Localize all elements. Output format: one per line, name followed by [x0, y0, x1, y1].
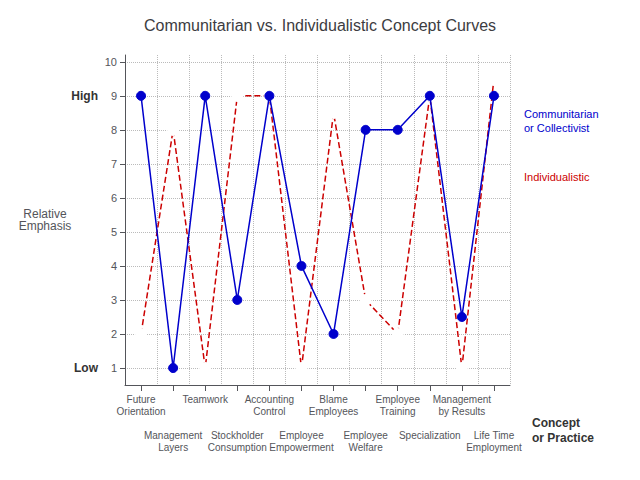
svg-text:Management: Management — [144, 430, 203, 441]
svg-text:Stockholder: Stockholder — [211, 430, 264, 441]
svg-text:High: High — [71, 89, 98, 103]
svg-text:Teamwork: Teamwork — [182, 394, 229, 405]
svg-text:Layers: Layers — [158, 442, 188, 453]
svg-text:Blame: Blame — [319, 394, 348, 405]
svg-text:Individualistic: Individualistic — [524, 171, 590, 183]
svg-text:2: 2 — [111, 328, 117, 340]
svg-text:Welfare: Welfare — [348, 442, 383, 453]
svg-text:7: 7 — [111, 158, 117, 170]
svg-text:or Collectivist: or Collectivist — [524, 122, 589, 134]
svg-text:Accounting: Accounting — [245, 394, 294, 405]
svg-text:3: 3 — [111, 294, 117, 306]
svg-text:4: 4 — [111, 260, 117, 272]
svg-text:Communitarian vs. Individualis: Communitarian vs. Individualistic Concep… — [144, 17, 496, 34]
svg-text:Management: Management — [433, 394, 492, 405]
svg-text:Orientation: Orientation — [117, 406, 166, 417]
svg-text:9: 9 — [111, 90, 117, 102]
svg-text:Communitarian: Communitarian — [524, 108, 599, 120]
svg-text:Employment: Employment — [466, 442, 522, 453]
svg-text:5: 5 — [111, 226, 117, 238]
svg-text:10: 10 — [105, 56, 117, 68]
svg-text:Employee: Employee — [279, 430, 324, 441]
svg-text:Low: Low — [74, 361, 99, 375]
svg-text:Empowerment: Empowerment — [269, 442, 334, 453]
svg-text:Emphasis: Emphasis — [19, 219, 72, 233]
svg-text:Employees: Employees — [309, 406, 358, 417]
svg-text:by Results: by Results — [439, 406, 486, 417]
svg-text:Future: Future — [127, 394, 156, 405]
svg-text:Concept: Concept — [532, 416, 580, 430]
svg-text:Control: Control — [253, 406, 285, 417]
svg-text:8: 8 — [111, 124, 117, 136]
svg-text:Employee: Employee — [375, 394, 420, 405]
svg-text:Life Time: Life Time — [474, 430, 515, 441]
svg-text:Relative: Relative — [23, 207, 67, 221]
svg-text:Training: Training — [380, 406, 416, 417]
svg-text:Specialization: Specialization — [399, 430, 461, 441]
svg-text:or Practice: or Practice — [532, 431, 594, 445]
svg-text:Employee: Employee — [343, 430, 388, 441]
svg-text:1: 1 — [111, 362, 117, 374]
svg-text:6: 6 — [111, 192, 117, 204]
svg-text:Consumption: Consumption — [208, 442, 267, 453]
